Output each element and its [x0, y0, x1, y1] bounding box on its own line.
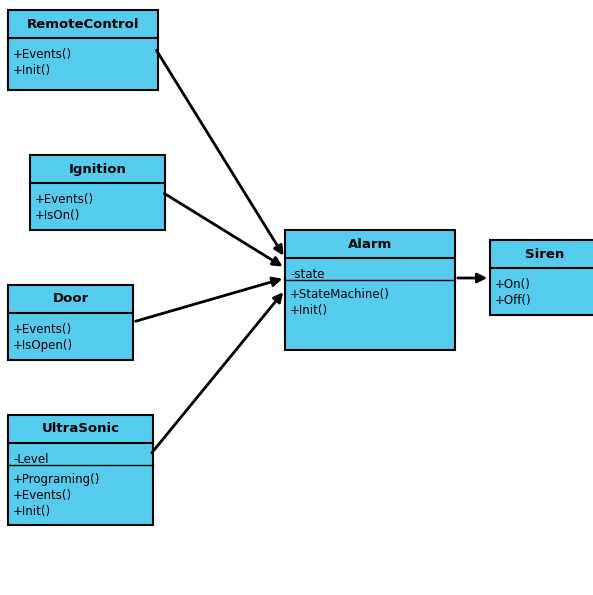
Text: Alarm: Alarm: [348, 237, 392, 250]
Text: +IsOn(): +IsOn(): [35, 209, 81, 222]
Text: Ignition: Ignition: [69, 162, 126, 176]
Bar: [30, 155, 165, 230]
Bar: [8, 10, 158, 90]
Text: +On(): +On(): [495, 278, 531, 291]
Text: +Events(): +Events(): [13, 489, 72, 502]
Text: RemoteControl: RemoteControl: [27, 17, 139, 30]
Text: +Events(): +Events(): [13, 48, 72, 61]
Bar: [490, 240, 593, 315]
Text: UltraSonic: UltraSonic: [42, 422, 120, 436]
Text: +StateMachine(): +StateMachine(): [290, 288, 390, 301]
Text: +Off(): +Off(): [495, 294, 532, 307]
Bar: [8, 415, 153, 525]
Text: +Init(): +Init(): [13, 505, 51, 518]
Text: +Events(): +Events(): [13, 323, 72, 336]
Bar: [285, 230, 455, 350]
Text: +Events(): +Events(): [35, 193, 94, 206]
Text: +IsOpen(): +IsOpen(): [13, 339, 73, 352]
Text: Door: Door: [52, 293, 88, 305]
Text: -state: -state: [290, 268, 324, 281]
Text: +Init(): +Init(): [290, 304, 328, 317]
Bar: [8, 285, 133, 360]
Text: -Level: -Level: [13, 453, 49, 466]
Text: Siren: Siren: [525, 248, 565, 261]
Text: +Programing(): +Programing(): [13, 473, 100, 486]
Text: +Init(): +Init(): [13, 64, 51, 77]
